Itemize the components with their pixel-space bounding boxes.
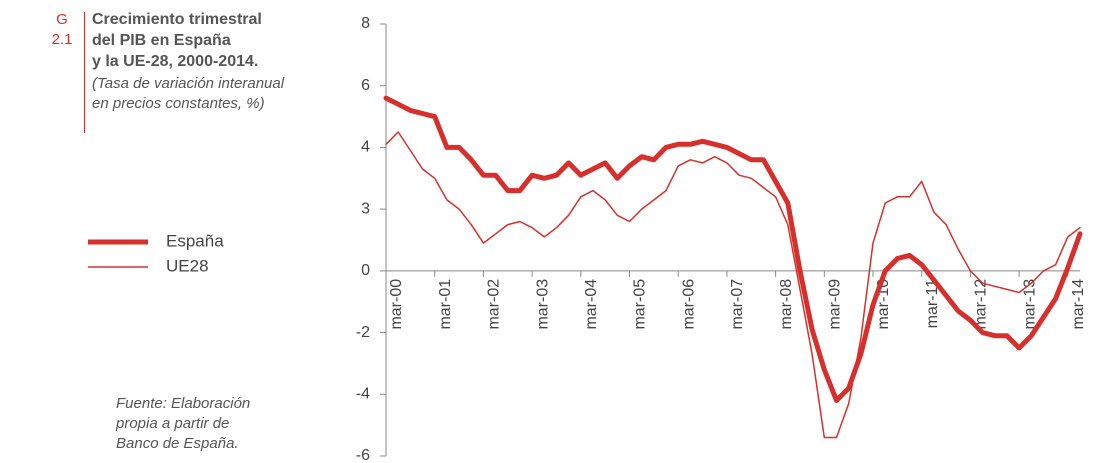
subtitle-line: en precios constantes, %) (92, 95, 265, 112)
x-tick-label: mar-03 (534, 279, 551, 330)
divider (84, 12, 85, 133)
source: Fuente: Elaboración propia a partir de B… (116, 394, 250, 454)
title-line: del PIB en España (92, 32, 231, 49)
x-tick-label: mar-01 (437, 279, 454, 330)
badge-number: 2.1 (51, 31, 73, 48)
badge: G 2.1 (50, 10, 74, 50)
x-tick-label: mar-04 (583, 279, 600, 330)
y-tick-label: -2 (356, 324, 370, 341)
x-tick-label: mar-05 (632, 279, 649, 330)
y-tick-label: 8 (361, 15, 370, 32)
x-tick-label: mar-02 (486, 279, 503, 330)
x-tick-label: mar-11 (924, 279, 941, 329)
x-tick-label: mar-13 (1021, 279, 1038, 330)
subtitle: (Tasa de variación interanual en precios… (92, 74, 284, 114)
y-tick-label: -6 (356, 447, 370, 463)
x-tick-label: mar-06 (680, 279, 697, 330)
legend-label: España (166, 231, 224, 250)
title-line: Crecimiento trimestral (92, 11, 262, 28)
x-tick-label: mar-12 (973, 279, 990, 330)
source-line: Banco de España. (116, 435, 239, 452)
x-tick-label: mar-00 (388, 279, 405, 330)
y-tick-label: 3 (361, 200, 370, 217)
y-tick-label: 4 (361, 139, 370, 156)
title-line: y la UE-28, 2000-2014. (92, 53, 259, 70)
y-tick-label: 6 (361, 77, 370, 94)
badge-letter: G (56, 11, 68, 28)
y-tick-label: 0 (361, 262, 370, 279)
y-tick-label: -4 (356, 386, 370, 403)
x-tick-label: mar-07 (729, 279, 746, 330)
series-line (385, 131, 1081, 439)
series-line (383, 95, 1083, 403)
x-tick-label: mar-14 (1070, 279, 1087, 330)
source-line: propia a partir de (116, 415, 230, 432)
legend-label: UE28 (166, 256, 209, 275)
source-line: Fuente: Elaboración (116, 395, 251, 412)
title: Crecimiento trimestral del PIB en España… (92, 9, 262, 72)
x-tick-label: mar-09 (827, 279, 844, 330)
subtitle-line: (Tasa de variación interanual (92, 75, 285, 92)
x-tick-label: mar-08 (778, 279, 795, 330)
